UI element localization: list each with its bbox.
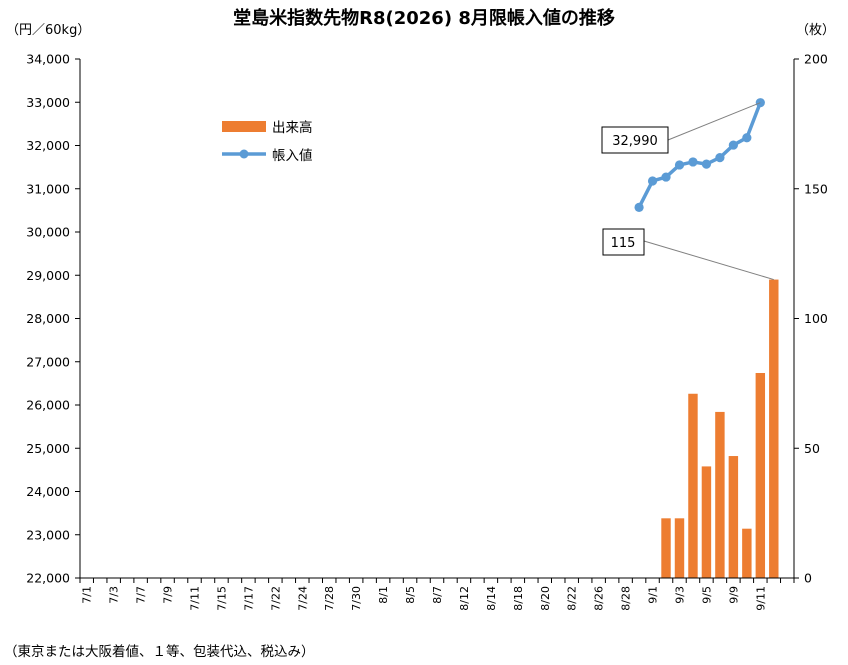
left-tick-label: 30,000 <box>26 225 70 240</box>
legend: 出来高 帳入値 <box>222 119 313 164</box>
x-tick-label: 8/28 <box>620 586 633 611</box>
volume-bar <box>755 372 766 578</box>
legend-label-volume: 出来高 <box>272 119 313 136</box>
x-tick-label: 7/28 <box>323 586 336 611</box>
left-tick-label: 24,000 <box>26 484 70 499</box>
callout-price: 32,990 <box>601 102 761 154</box>
x-tick-label: 9/9 <box>727 586 740 604</box>
x-tick-label: 9/1 <box>647 586 660 604</box>
volume-bars <box>661 279 779 578</box>
volume-bar <box>661 518 671 578</box>
x-tick-label: 9/11 <box>754 586 767 611</box>
settlement-line <box>634 98 765 212</box>
x-tick-label: 7/17 <box>242 586 255 611</box>
left-axis-unit: （円／60kg） <box>6 23 90 38</box>
x-tick-label: 7/7 <box>135 586 148 604</box>
x-tick-label: 8/22 <box>566 586 579 611</box>
volume-bar <box>701 466 712 578</box>
left-tick-label: 28,000 <box>26 311 70 326</box>
x-tick-label: 8/12 <box>458 586 471 611</box>
x-tick-label: 8/5 <box>404 586 417 604</box>
volume-bar <box>728 456 739 578</box>
x-tick-label: 8/26 <box>593 586 606 611</box>
volume-bar <box>769 279 779 578</box>
settlement-point <box>701 159 712 169</box>
x-tick-label: 8/14 <box>485 586 498 611</box>
x-tick-label: 8/1 <box>377 586 390 604</box>
x-axis: 7/1 7/3 7/7 7/9 7/11 7/15 7/17 7/22 7/24 7/28 7/30… <box>79 578 795 611</box>
callout-volume-box <box>602 228 645 256</box>
volume-bar <box>674 518 685 578</box>
settlement-point <box>742 133 752 143</box>
right-tick-label: 0 <box>804 571 812 586</box>
callout-volume-text: 115 <box>611 236 636 251</box>
settlement-point <box>755 98 765 108</box>
x-tick-label: 8/7 <box>431 586 444 604</box>
legend-label-settlement: 帳入値 <box>272 148 313 164</box>
volume-bar <box>715 411 725 578</box>
x-tick-label: 7/3 <box>108 586 121 604</box>
callout-price-text: 32,990 <box>612 134 658 149</box>
settlement-line-path <box>637 102 762 209</box>
footnote: （東京または大阪着値、１等、包装代込、税込み） <box>4 643 315 660</box>
legend-swatch-volume <box>222 121 266 132</box>
callout-volume-leader <box>643 240 774 281</box>
left-tick-label: 34,000 <box>26 52 70 67</box>
callout-volume: 115 <box>602 228 774 281</box>
x-tick-label: 8/18 <box>512 586 525 611</box>
legend-marker-settlement <box>239 149 249 159</box>
left-tick-label: 27,000 <box>26 354 70 369</box>
x-tick-label: 8/20 <box>539 586 552 611</box>
left-tick-label: 29,000 <box>26 268 70 283</box>
callout-price-box <box>601 126 669 154</box>
x-tick-label: 7/11 <box>189 586 202 611</box>
settlement-point <box>634 202 644 212</box>
x-tick-label: 7/9 <box>162 586 175 604</box>
callout-price-leader <box>667 102 761 141</box>
left-tick-label: 32,000 <box>26 138 70 153</box>
volume-bar <box>688 393 698 578</box>
left-tick-label: 31,000 <box>26 181 70 196</box>
x-tick-label: 7/22 <box>269 586 282 611</box>
right-tick-label: 150 <box>804 181 828 196</box>
settlement-point <box>728 140 738 150</box>
left-tick-label: 26,000 <box>26 398 70 413</box>
right-tick-label: 100 <box>804 311 828 326</box>
left-tick-label: 33,000 <box>26 95 70 110</box>
settlement-point <box>661 172 671 182</box>
x-tick-label: 9/5 <box>700 586 713 604</box>
x-tick-label: 7/15 <box>215 586 228 611</box>
x-tick-label: 7/1 <box>81 586 94 604</box>
right-axis: 0 50 100 150 200 <box>794 52 828 586</box>
right-axis-unit: （枚） <box>796 23 835 38</box>
right-tick-label: 200 <box>804 52 828 67</box>
x-tick-label: 7/24 <box>296 586 309 611</box>
settlement-point <box>674 160 685 170</box>
settlement-point <box>647 176 658 186</box>
chart-title: 堂島米指数先物R8(2026) 8月限帳入値の推移 <box>233 7 615 29</box>
x-tick-label: 9/3 <box>673 586 686 604</box>
left-tick-label: 23,000 <box>26 527 70 542</box>
left-tick-label: 25,000 <box>26 441 70 456</box>
left-tick-label: 22,000 <box>26 571 70 586</box>
x-tick-label: 7/30 <box>350 586 363 611</box>
settlement-point <box>715 153 725 163</box>
left-axis: 22,000 23,000 24,000 25,000 26,000 27,000 28,0… <box>26 52 80 586</box>
right-tick-label: 50 <box>804 441 820 456</box>
settlement-point <box>688 157 698 167</box>
volume-bar <box>742 528 752 578</box>
